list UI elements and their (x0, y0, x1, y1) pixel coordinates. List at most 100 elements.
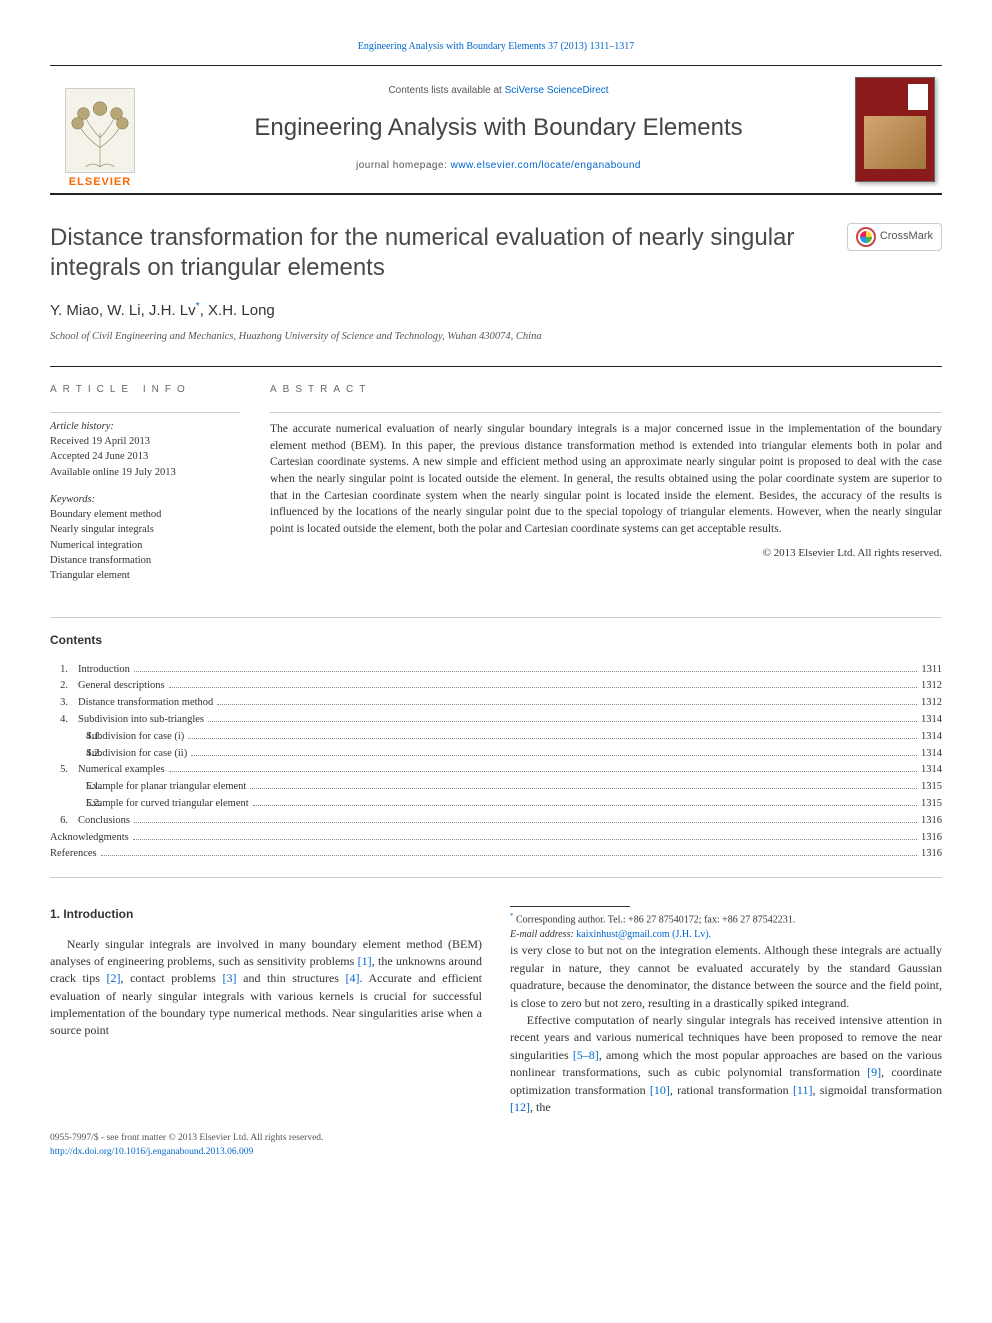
intro-paragraph-2: is very close to but not on the integrat… (510, 942, 942, 1012)
toc-page: 1312 (921, 695, 942, 712)
contents-available-text: Contents lists available at (388, 85, 501, 96)
email-link[interactable]: kaixinhust@gmail.com (J.H. Lv). (576, 929, 711, 940)
toc-page: 1314 (921, 712, 942, 729)
toc-row[interactable]: 3.Distance transformation method 1312 (50, 695, 942, 712)
toc-page: 1314 (921, 729, 942, 746)
toc-leader-dots (253, 805, 917, 806)
toc-row[interactable]: Acknowledgments 1316 (50, 830, 942, 847)
abstract-column: ABSTRACT The accurate numerical evaluati… (270, 383, 942, 595)
section-heading-intro: 1. Introduction (50, 906, 482, 923)
toc-row[interactable]: 4.1.Subdivision for case (i) 1314 (50, 729, 942, 746)
keyword: Nearly singular integrals (50, 522, 240, 537)
authors-trailing: , X.H. Long (200, 302, 275, 319)
toc-page: 1314 (921, 762, 942, 779)
ref-link[interactable]: [10] (650, 1083, 670, 1097)
toc-leader-dots (169, 771, 917, 772)
abstract-text: The accurate numerical evaluation of nea… (270, 412, 942, 538)
toc-page: 1315 (921, 796, 942, 813)
toc-num: 2. (50, 678, 78, 695)
toc-num: 4. (50, 712, 78, 729)
page-footer: 0955-7997/$ - see front matter © 2013 El… (50, 1132, 942, 1160)
crossmark-label: CrossMark (880, 229, 933, 245)
toc-num: 5.1. (50, 779, 86, 796)
toc-row[interactable]: 5.Numerical examples 1314 (50, 762, 942, 779)
ref-link[interactable]: [1] (358, 954, 372, 968)
toc-label: Subdivision for case (ii) (86, 746, 187, 763)
ref-link[interactable]: [4] (346, 971, 360, 985)
toc-page: 1311 (921, 662, 942, 679)
email-label: E-mail address: (510, 929, 574, 940)
toc-label: Numerical examples (78, 762, 165, 779)
toc-label: Distance transformation method (78, 695, 213, 712)
toc-num: 5. (50, 762, 78, 779)
toc-leader-dots (191, 755, 917, 756)
history-online: Available online 19 July 2013 (50, 465, 240, 480)
toc-label: Subdivision for case (i) (86, 729, 184, 746)
keyword: Distance transformation (50, 553, 240, 568)
publisher-name: ELSEVIER (69, 175, 131, 191)
footnote-mark: * (510, 912, 514, 920)
journal-name: Engineering Analysis with Boundary Eleme… (254, 111, 742, 146)
toc-num: 4.1. (50, 729, 86, 746)
intro-paragraph-1: Nearly singular integrals are involved i… (50, 936, 482, 1040)
toc-row[interactable]: 4.Subdivision into sub-triangles 1314 (50, 712, 942, 729)
toc-num: 4.2. (50, 746, 86, 763)
article-title: Distance transformation for the numerica… (50, 223, 831, 283)
toc-row[interactable]: 6.Conclusions1316 (50, 813, 942, 830)
article-info-column: ARTICLE INFO Article history: Received 1… (50, 383, 240, 595)
toc-leader-dots (101, 855, 917, 856)
toc-page: 1316 (921, 813, 942, 830)
abstract-copyright: © 2013 Elsevier Ltd. All rights reserved… (270, 546, 942, 562)
toc-num: 3. (50, 695, 78, 712)
toc-row[interactable]: 1.Introduction 1311 (50, 662, 942, 679)
toc-label: References (50, 846, 97, 863)
toc-row[interactable]: 2.General descriptions1312 (50, 678, 942, 695)
crossmark-badge[interactable]: CrossMark (847, 223, 942, 251)
table-of-contents: Contents 1.Introduction13112.General des… (50, 617, 942, 878)
body-text: 1. Introduction Nearly singular integral… (50, 906, 942, 1116)
toc-leader-dots (217, 704, 917, 705)
ref-link[interactable]: [2] (106, 971, 120, 985)
toc-page: 1316 (921, 830, 942, 847)
toc-num: 5.2. (50, 796, 86, 813)
toc-label: Subdivision into sub-triangles (78, 712, 204, 729)
toc-label: Introduction (78, 662, 130, 679)
footer-issn: 0955-7997/$ - see front matter © 2013 El… (50, 1132, 942, 1146)
toc-row[interactable]: 4.2.Subdivision for case (ii) 1314 (50, 746, 942, 763)
history-received: Received 19 April 2013 (50, 434, 240, 449)
info-abstract-row: ARTICLE INFO Article history: Received 1… (50, 366, 942, 595)
doi-link[interactable]: http://dx.doi.org/10.1016/j.enganabound.… (50, 1147, 253, 1157)
keyword: Triangular element (50, 568, 240, 583)
elsevier-tree-logo (65, 88, 135, 173)
homepage-line: journal homepage: www.elsevier.com/locat… (356, 159, 641, 174)
ref-link[interactable]: [3] (223, 971, 237, 985)
ref-link[interactable]: [11] (793, 1083, 813, 1097)
citation-link[interactable]: Engineering Analysis with Boundary Eleme… (358, 41, 635, 52)
keyword: Boundary element method (50, 507, 240, 522)
toc-row[interactable]: 5.2.Example for curved triangular elemen… (50, 796, 942, 813)
ref-link[interactable]: [9] (867, 1065, 881, 1079)
toc-row[interactable]: References1316 (50, 846, 942, 863)
toc-heading: Contents (50, 632, 942, 649)
homepage-label: journal homepage: (356, 160, 447, 171)
toc-leader-dots (188, 738, 917, 739)
keywords-block: Keywords: Boundary element method Nearly… (50, 492, 240, 583)
publisher-block: ELSEVIER (50, 66, 150, 193)
toc-leader-dots (133, 839, 917, 840)
toc-num: 6. (50, 813, 78, 830)
toc-page: 1314 (921, 746, 942, 763)
toc-label: Acknowledgments (50, 830, 129, 847)
toc-label: General descriptions (78, 678, 165, 695)
keyword: Numerical integration (50, 538, 240, 553)
toc-row[interactable]: 5.1.Example for planar triangular elemen… (50, 779, 942, 796)
homepage-link[interactable]: www.elsevier.com/locate/enganabound (451, 160, 641, 171)
corresponding-footnote: * Corresponding author. Tel.: +86 27 875… (510, 911, 942, 928)
affiliation: School of Civil Engineering and Mechanic… (50, 329, 942, 344)
sciencedirect-link[interactable]: SciVerse ScienceDirect (505, 85, 609, 96)
ref-link[interactable]: [12] (510, 1100, 530, 1114)
ref-link[interactable]: [5–8] (573, 1048, 599, 1062)
toc-leader-dots (134, 671, 917, 672)
toc-num: 1. (50, 662, 78, 679)
crossmark-icon (856, 227, 876, 247)
history-accepted: Accepted 24 June 2013 (50, 449, 240, 464)
